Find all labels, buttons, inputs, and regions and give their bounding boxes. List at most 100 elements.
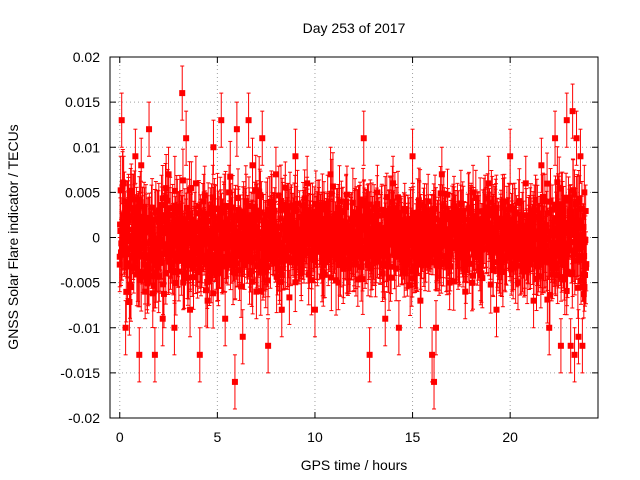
data-point	[148, 230, 155, 237]
data-point	[155, 254, 162, 261]
data-point	[139, 216, 146, 223]
data-point	[166, 211, 173, 218]
data-point	[156, 273, 163, 280]
data-point	[169, 204, 176, 211]
data-point	[125, 213, 132, 220]
data-point	[127, 284, 134, 291]
data-point	[154, 215, 161, 222]
data-point	[152, 269, 159, 276]
data-point	[126, 245, 133, 252]
data-point	[179, 177, 186, 184]
data-point	[164, 197, 171, 204]
data-point	[143, 262, 150, 269]
data-point	[130, 205, 137, 212]
data-point	[161, 250, 168, 257]
data-point	[132, 232, 139, 239]
data-point	[172, 279, 179, 286]
data-point	[155, 218, 162, 225]
data-point	[149, 290, 156, 297]
data-point	[145, 265, 152, 272]
data-point	[159, 224, 166, 231]
data-point	[123, 251, 130, 258]
data-point	[119, 183, 126, 190]
data-point	[148, 250, 155, 257]
data-point	[146, 272, 153, 279]
data-point	[138, 273, 145, 280]
data-point	[142, 215, 149, 222]
data-point	[132, 240, 139, 247]
data-point	[150, 243, 157, 250]
data-point	[119, 241, 126, 248]
data-point	[137, 199, 144, 206]
data-point	[122, 232, 129, 239]
data-point	[178, 257, 185, 264]
data-point	[149, 204, 156, 211]
data-point	[168, 244, 175, 251]
data-point	[159, 230, 166, 237]
data-point	[176, 203, 183, 210]
data-point	[157, 237, 164, 244]
data-point	[160, 290, 167, 297]
data-point	[171, 269, 178, 276]
data-point	[131, 209, 138, 216]
data-point	[148, 217, 155, 224]
data-point	[121, 198, 128, 205]
data-point	[125, 205, 132, 212]
data-point	[179, 221, 186, 228]
data-point	[125, 217, 132, 224]
data-point	[164, 225, 171, 232]
data-point	[181, 274, 188, 281]
data-point	[179, 233, 186, 240]
data-point	[135, 268, 142, 275]
data-point	[147, 257, 154, 264]
data-point	[157, 259, 164, 266]
data-point	[162, 230, 169, 237]
data-point	[158, 212, 165, 219]
data-point	[128, 226, 135, 233]
data-point	[158, 243, 165, 250]
data-point	[150, 240, 157, 247]
data-point	[123, 288, 130, 295]
data-point	[122, 211, 129, 218]
data-point	[136, 226, 143, 233]
data-point	[180, 270, 187, 277]
data-point	[150, 282, 157, 289]
data-point	[160, 281, 167, 288]
data-point	[144, 227, 151, 234]
data-point	[130, 264, 137, 271]
data-point	[136, 277, 143, 284]
data-point	[165, 222, 172, 229]
data-point	[170, 234, 177, 241]
data-point	[131, 196, 138, 203]
data-points	[116, 90, 590, 385]
data-point	[151, 235, 158, 242]
data-point	[162, 270, 169, 277]
data-point	[141, 269, 148, 276]
data-point	[124, 260, 131, 267]
data-point	[150, 256, 157, 263]
data-point	[174, 237, 181, 244]
data-point	[134, 235, 141, 242]
data-point	[154, 261, 161, 268]
data-point	[120, 222, 127, 229]
data-point	[174, 209, 181, 216]
data-point	[158, 201, 165, 208]
data-point	[142, 255, 149, 262]
data-point	[138, 242, 145, 249]
data-point	[170, 239, 177, 246]
data-point	[153, 248, 160, 255]
data-point	[135, 220, 142, 227]
data-point	[140, 261, 147, 268]
data-point	[163, 185, 170, 192]
data-point	[121, 247, 128, 254]
data-point	[181, 216, 188, 223]
data-point	[117, 221, 124, 228]
data-point	[128, 233, 135, 240]
data-point	[169, 261, 176, 268]
data-point	[117, 228, 124, 235]
data-point	[179, 227, 186, 234]
data-point	[128, 187, 135, 194]
data-point	[141, 203, 148, 210]
data-point	[146, 224, 153, 231]
